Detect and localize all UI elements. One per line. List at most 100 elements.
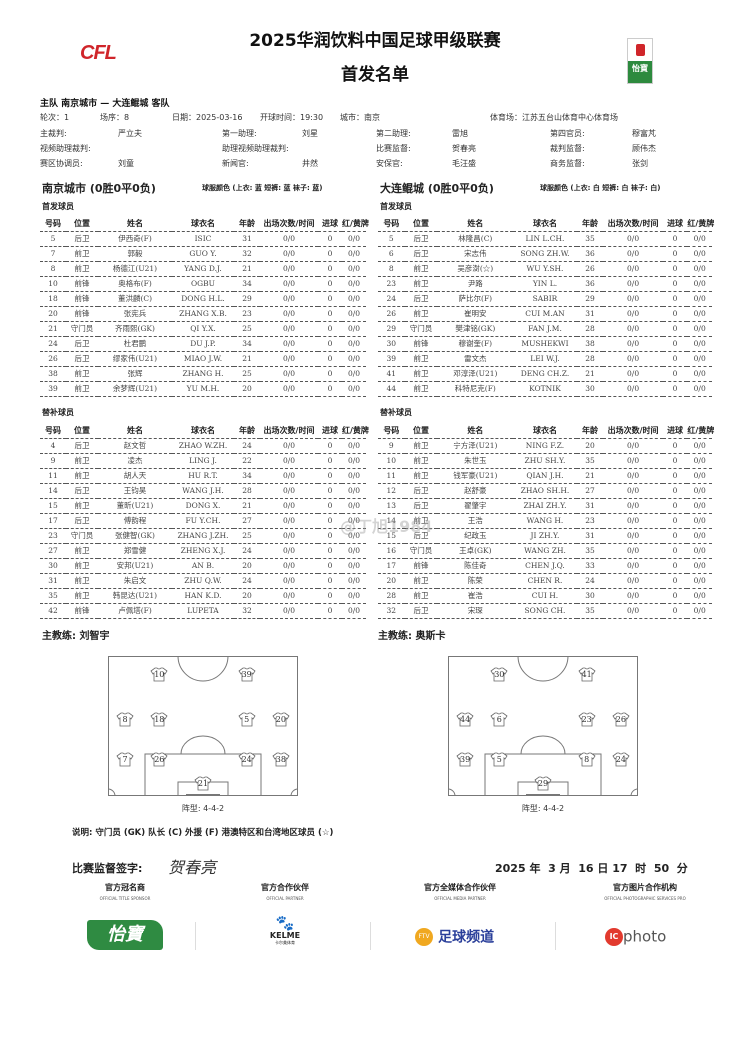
table-cell: 0 xyxy=(662,261,688,277)
table-cell: 傅韵程 xyxy=(98,513,172,529)
table-cell: 0/0 xyxy=(342,366,366,382)
channel-text: 足球频道 xyxy=(438,929,495,946)
player-shirt: 10 xyxy=(150,667,168,682)
table-cell: WANG H. xyxy=(513,513,577,529)
ftv-badge: FTV xyxy=(415,927,433,946)
table-cell: 0/0 xyxy=(260,291,318,307)
table-cell: 13 xyxy=(378,498,405,514)
table-row: 39 前卫 余梦辉(U21) YU M.H. 20 0/0 0 0/0 xyxy=(40,381,366,397)
column-header: 出场次数/时间 xyxy=(260,423,318,439)
table-cell: 0/0 xyxy=(260,558,318,574)
table-cell: 0/0 xyxy=(687,483,712,499)
table-cell: 0/0 xyxy=(603,276,663,292)
shirt-icon xyxy=(456,712,474,727)
table-cell: 0/0 xyxy=(342,336,366,352)
table-cell: 宋志伟 xyxy=(437,246,514,262)
table-cell: 4 xyxy=(40,438,66,454)
table-cell: 22 xyxy=(234,453,260,469)
official-name: 毛汪盛 xyxy=(452,159,476,168)
table-cell: 0/0 xyxy=(342,381,366,397)
table-cell: 后卫 xyxy=(404,246,438,262)
table-row: 16 守门员 王卓(GK) WANG ZH. 35 0/0 0 0/0 xyxy=(378,543,712,559)
table-cell: 朱世玉 xyxy=(437,453,514,469)
table-cell: 0/0 xyxy=(603,336,663,352)
table-cell: NING F.Z. xyxy=(513,438,577,454)
table-cell: 前卫 xyxy=(404,588,438,604)
table-cell: 21 xyxy=(40,321,66,337)
table-cell: 33 xyxy=(576,558,604,574)
pitch-lines xyxy=(447,655,639,797)
table-row: 23 守门员 张健智(GK) ZHANG J.ZH. 25 0/0 0 0/0 xyxy=(40,528,366,544)
table-cell: 25 xyxy=(234,366,260,382)
official-name: 严立夫 xyxy=(118,129,142,138)
table-cell: 后卫 xyxy=(66,231,98,247)
column-header: 红/黄牌 xyxy=(342,216,369,232)
away-formation: 阵型: 4-4-2 xyxy=(521,804,565,813)
table-cell: 24 xyxy=(40,336,66,352)
table-cell: 前卫 xyxy=(66,498,98,514)
player-shirt: 5 xyxy=(238,712,256,727)
table-cell: 29 xyxy=(576,291,604,307)
table-cell: ZHU SH.Y. xyxy=(513,453,577,469)
table-cell: 守门员 xyxy=(66,528,98,544)
table-cell: 0/0 xyxy=(603,588,663,604)
table-cell: 0 xyxy=(662,558,688,574)
table-cell: 23 xyxy=(234,306,260,322)
table-cell: 39 xyxy=(378,351,405,367)
table-cell: 0/0 xyxy=(687,351,712,367)
table-cell: 前锋 xyxy=(404,336,438,352)
table-cell: 0 xyxy=(662,336,688,352)
table-cell: 0/0 xyxy=(603,528,663,544)
shirt-number: 24 xyxy=(241,755,252,764)
table-cell: 张辉 xyxy=(98,366,172,382)
table-cell: 27 xyxy=(40,543,66,559)
table-row: 5 后卫 伊西奇(F) ISIC 31 0/0 0 0/0 xyxy=(40,231,366,247)
shirt-number: 26 xyxy=(615,715,626,724)
table-header-row: 号码 位置 姓名 球衣名 年龄 出场次数/时间 进球 红/黄牌 xyxy=(40,216,369,232)
shirt-icon xyxy=(238,752,256,767)
away-coach: 主教练: 奥斯卡 xyxy=(378,631,446,642)
table-cell: 0/0 xyxy=(342,573,366,589)
shirt-icon xyxy=(612,712,630,727)
home-kit-colors: 球服颜色 (上衣: 蓝 短裤: 蓝 袜子: 蓝) xyxy=(202,184,323,192)
table-cell: 0/0 xyxy=(687,261,712,277)
table-cell: 31 xyxy=(576,528,604,544)
table-cell: 前卫 xyxy=(404,513,438,529)
table-cell: ZHENG X.J. xyxy=(172,543,234,559)
shirt-number: 20 xyxy=(275,715,286,724)
signature-image: 贺春亮 xyxy=(168,858,217,877)
table-cell: 0 xyxy=(662,306,688,322)
official-role: 视频助理裁判: xyxy=(40,144,91,153)
table-cell: 尹路 xyxy=(437,276,514,292)
official-role: 裁判监督: xyxy=(550,144,585,153)
table-cell: 0 xyxy=(318,276,342,292)
table-cell: 0 xyxy=(318,351,342,367)
table-cell: 28 xyxy=(576,321,604,337)
table-cell: 0/0 xyxy=(342,291,366,307)
column-header: 姓名 xyxy=(98,216,172,232)
official-name: 井然 xyxy=(302,159,318,168)
table-cell: 0/0 xyxy=(687,336,712,352)
table-cell: CHEN J.Q. xyxy=(513,558,577,574)
table-cell: 15 xyxy=(378,528,405,544)
teams-line: 主队 南京城市 — 大连鲲城 客队 xyxy=(40,99,170,109)
shirt-number: 18 xyxy=(154,715,165,724)
table-cell: 0/0 xyxy=(260,573,318,589)
table-cell: 20 xyxy=(234,558,260,574)
away-starters-label: 首发球员 xyxy=(380,202,412,211)
shirt-number: 39 xyxy=(460,755,471,764)
player-shirt: 21 xyxy=(194,776,212,791)
sponsor-divider xyxy=(370,922,371,950)
table-cell: 0 xyxy=(662,528,688,544)
table-cell: 0/0 xyxy=(687,438,712,454)
table-row: 8 前卫 吴彦澍(☆) WU Y.SH. 26 0/0 0 0/0 xyxy=(378,261,712,277)
signature-label: 比赛监督签字: xyxy=(72,862,143,875)
table-cell: 0 xyxy=(318,336,342,352)
match-info-item: 开球时间：19:30 xyxy=(260,113,324,122)
player-shirt: 20 xyxy=(272,712,290,727)
shirt-icon xyxy=(490,712,508,727)
table-header-row: 号码 位置 姓名 球衣名 年龄 出场次数/时间 进球 红/黄牌 xyxy=(378,216,714,232)
table-cell: 0/0 xyxy=(342,498,366,514)
table-cell: 0/0 xyxy=(687,528,712,544)
table-cell: 科特尼克(F) xyxy=(437,381,514,397)
